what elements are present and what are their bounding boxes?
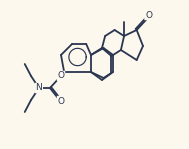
Text: N: N [36,83,42,93]
Text: O: O [145,10,152,20]
Text: O: O [57,72,64,80]
Text: O: O [57,97,64,105]
